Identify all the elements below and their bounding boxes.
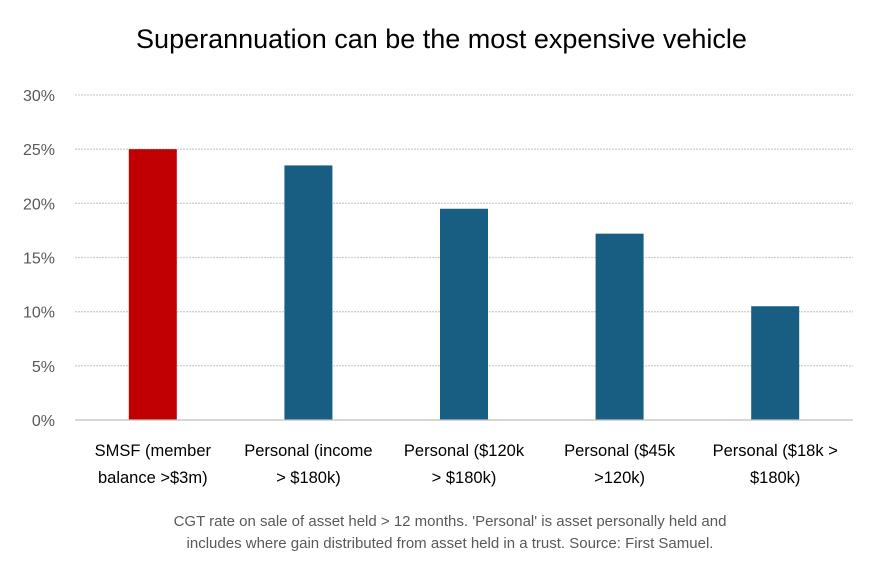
- caption-line: CGT rate on sale of asset held > 12 mont…: [173, 513, 727, 530]
- x-tick-label: > $180k): [432, 469, 497, 487]
- x-tick-label: SMSF (member: [95, 442, 212, 460]
- x-tick-label: Personal (income: [244, 442, 372, 460]
- y-tick-label: 30%: [23, 88, 55, 105]
- y-tick-label: 10%: [23, 305, 55, 322]
- bar: [595, 233, 644, 420]
- x-tick-label: Personal ($120k: [404, 442, 525, 460]
- chart-caption: CGT rate on sale of asset held > 12 mont…: [100, 511, 800, 555]
- x-tick-label: > $180k): [276, 469, 341, 487]
- x-tick-label: Personal ($45k: [564, 442, 676, 460]
- x-tick-label: Personal ($18k >: [713, 442, 838, 460]
- y-tick-label: 25%: [23, 142, 55, 159]
- y-tick-label: 15%: [23, 251, 55, 268]
- chart-title: Superannuation can be the most expensive…: [136, 24, 747, 54]
- y-tick-label: 20%: [23, 196, 55, 213]
- bar: [751, 306, 800, 420]
- bar: [440, 208, 488, 420]
- bar: [128, 149, 177, 420]
- bar: [284, 165, 333, 420]
- x-tick-label: $180k): [750, 469, 800, 487]
- x-tick-label: >120k): [594, 469, 645, 487]
- x-tick-label: balance >$3m): [98, 469, 208, 487]
- caption-line: includes where gain distributed from ass…: [186, 535, 714, 552]
- y-tick-label: 0%: [32, 413, 55, 430]
- y-tick-label: 5%: [32, 359, 55, 376]
